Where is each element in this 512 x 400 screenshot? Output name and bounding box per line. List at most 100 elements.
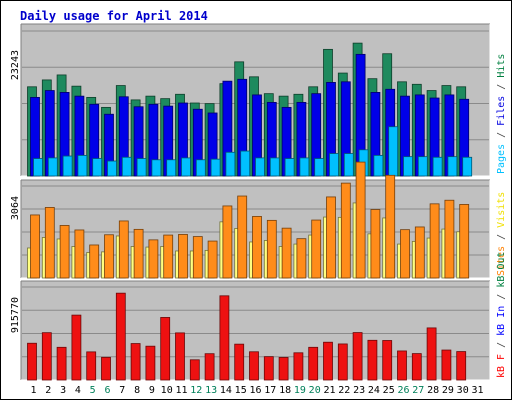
- bar-kbytes-kb-f-day-23: [352, 332, 363, 381]
- bar-sites-sites-day-29: [444, 199, 455, 279]
- bar-kbytes-kb-f-day-11: [175, 332, 185, 381]
- day-label-13: 13: [205, 385, 217, 396]
- bar-hits-pages-day-22: [343, 153, 354, 177]
- bar-kbytes-kb-f-day-14: [219, 295, 230, 381]
- day-label-8: 8: [134, 385, 140, 396]
- series-kb-f: [27, 292, 467, 381]
- legend-item: Files: [496, 96, 507, 126]
- bar-kbytes-kb-f-day-26: [397, 350, 407, 381]
- bar-sites-sites-day-7: [118, 220, 129, 279]
- day-label-18: 18: [279, 385, 291, 396]
- legend-item: /: [496, 288, 507, 306]
- bar-kbytes-kb-f-day-5: [86, 351, 97, 381]
- bar-hits-pages-day-29: [447, 156, 458, 177]
- day-label-11: 11: [175, 385, 187, 396]
- series-sites: [30, 161, 470, 279]
- panel-kbytes-legend: kB F / kB In / kB Out: [496, 252, 507, 378]
- day-label-7: 7: [119, 385, 125, 396]
- bar-sites-sites-day-9: [148, 239, 159, 279]
- bar-kbytes-kb-f-day-18: [278, 357, 289, 381]
- bar-hits-pages-day-8: [136, 158, 147, 177]
- bar-sites-sites-day-26: [400, 229, 410, 279]
- bar-hits-pages-day-16: [255, 157, 265, 177]
- bar-kbytes-kb-f-day-9: [145, 345, 156, 381]
- day-label-3: 3: [60, 385, 66, 396]
- day-label-29: 29: [442, 385, 454, 396]
- day-label-28: 28: [427, 385, 439, 396]
- bar-kbytes-kb-f-day-17: [263, 356, 274, 381]
- bar-kbytes-kb-f-day-27: [411, 353, 422, 381]
- panel-kbytes: 915770 kB F / kB In / kB Out: [10, 252, 507, 381]
- panel-hits: 23243 Pages / Files / Hits: [10, 23, 507, 177]
- panel-sites: 3064 Sites / Visits: [10, 161, 507, 279]
- bar-kbytes-kb-f-day-19: [293, 352, 304, 381]
- day-label-25: 25: [383, 385, 395, 396]
- bar-hits-pages-day-24: [373, 155, 384, 177]
- day-label-23: 23: [353, 385, 365, 396]
- legend-item: /: [496, 336, 507, 354]
- bar-sites-sites-day-2: [44, 207, 55, 279]
- bar-hits-pages-day-15: [240, 150, 251, 177]
- day-label-6: 6: [104, 385, 110, 396]
- bar-sites-sites-day-14: [222, 205, 233, 279]
- day-label-1: 1: [30, 385, 36, 396]
- day-label-14: 14: [220, 385, 232, 396]
- day-label-2: 2: [45, 385, 51, 396]
- bar-hits-pages-day-19: [299, 157, 310, 177]
- legend-item: /: [496, 78, 507, 96]
- bar-kbytes-kb-f-day-4: [71, 314, 82, 381]
- bar-hits-pages-day-17: [269, 157, 280, 177]
- bar-kbytes-kb-f-day-8: [130, 343, 141, 381]
- bar-sites-sites-day-11: [178, 234, 188, 279]
- bar-hits-pages-day-1: [33, 158, 43, 177]
- bar-hits-pages-day-13: [210, 158, 221, 177]
- bar-sites-sites-day-20: [311, 219, 322, 279]
- bar-kbytes-kb-f-day-2: [41, 332, 52, 381]
- day-label-26: 26: [397, 385, 409, 396]
- bar-sites-sites-day-17: [266, 219, 277, 279]
- bar-hits-pages-day-20: [314, 158, 325, 177]
- day-label-19: 19: [294, 385, 306, 396]
- day-label-5: 5: [90, 385, 96, 396]
- bar-hits-pages-day-11: [181, 157, 191, 177]
- chart-panels: 23243 Pages / Files / Hits 3064 Sites / Vis…: [10, 23, 507, 381]
- chart-title: Daily usage for April 2014: [20, 9, 208, 23]
- day-label-10: 10: [161, 385, 173, 396]
- bar-sites-sites-day-21: [326, 196, 336, 279]
- panel-hits-legend: Pages / Files / Hits: [496, 54, 507, 174]
- day-label-24: 24: [368, 385, 380, 396]
- bar-hits-pages-day-21: [329, 153, 339, 177]
- bar-hits-pages-day-28: [432, 156, 443, 177]
- bar-kbytes-kb-f-day-28: [426, 327, 437, 381]
- bar-hits-pages-day-14: [225, 151, 236, 177]
- bar-kbytes-kb-f-day-3: [56, 346, 67, 381]
- day-label-22: 22: [338, 385, 350, 396]
- bar-hits-pages-day-2: [47, 157, 58, 177]
- bar-sites-sites-day-6: [104, 234, 114, 279]
- bar-kbytes-kb-f-day-29: [441, 349, 452, 381]
- bar-sites-sites-day-19: [296, 238, 307, 279]
- panel-sites-legend: Sites / Visits: [496, 192, 507, 276]
- bar-kbytes-kb-f-day-6: [101, 356, 111, 381]
- legend-item: /: [496, 126, 507, 144]
- bar-sites-sites-day-24: [370, 209, 381, 279]
- day-label-9: 9: [149, 385, 155, 396]
- bar-sites-sites-day-28: [429, 203, 440, 279]
- legend-item: /: [496, 228, 507, 246]
- bar-sites-sites-day-12: [192, 236, 203, 279]
- bar-sites-sites-day-4: [74, 229, 85, 279]
- bar-hits-pages-day-3: [62, 155, 73, 177]
- bar-kbytes-kb-f-day-15: [234, 343, 245, 381]
- legend-item: Pages: [496, 144, 507, 174]
- panel-kbytes-max-label: 915770: [10, 297, 21, 333]
- panel-hits-max-label: 23243: [10, 50, 21, 80]
- bar-sites-sites-day-22: [340, 182, 351, 279]
- day-label-27: 27: [412, 385, 424, 396]
- legend-item: kB F: [496, 354, 507, 378]
- bar-hits-pages-day-9: [151, 159, 162, 177]
- bar-hits-pages-day-27: [417, 156, 428, 177]
- bar-kbytes-kb-f-day-22: [337, 343, 348, 381]
- series-pages: [33, 126, 473, 177]
- bar-hits-pages-day-10: [166, 159, 177, 177]
- bar-hits-pages-day-6: [107, 160, 117, 177]
